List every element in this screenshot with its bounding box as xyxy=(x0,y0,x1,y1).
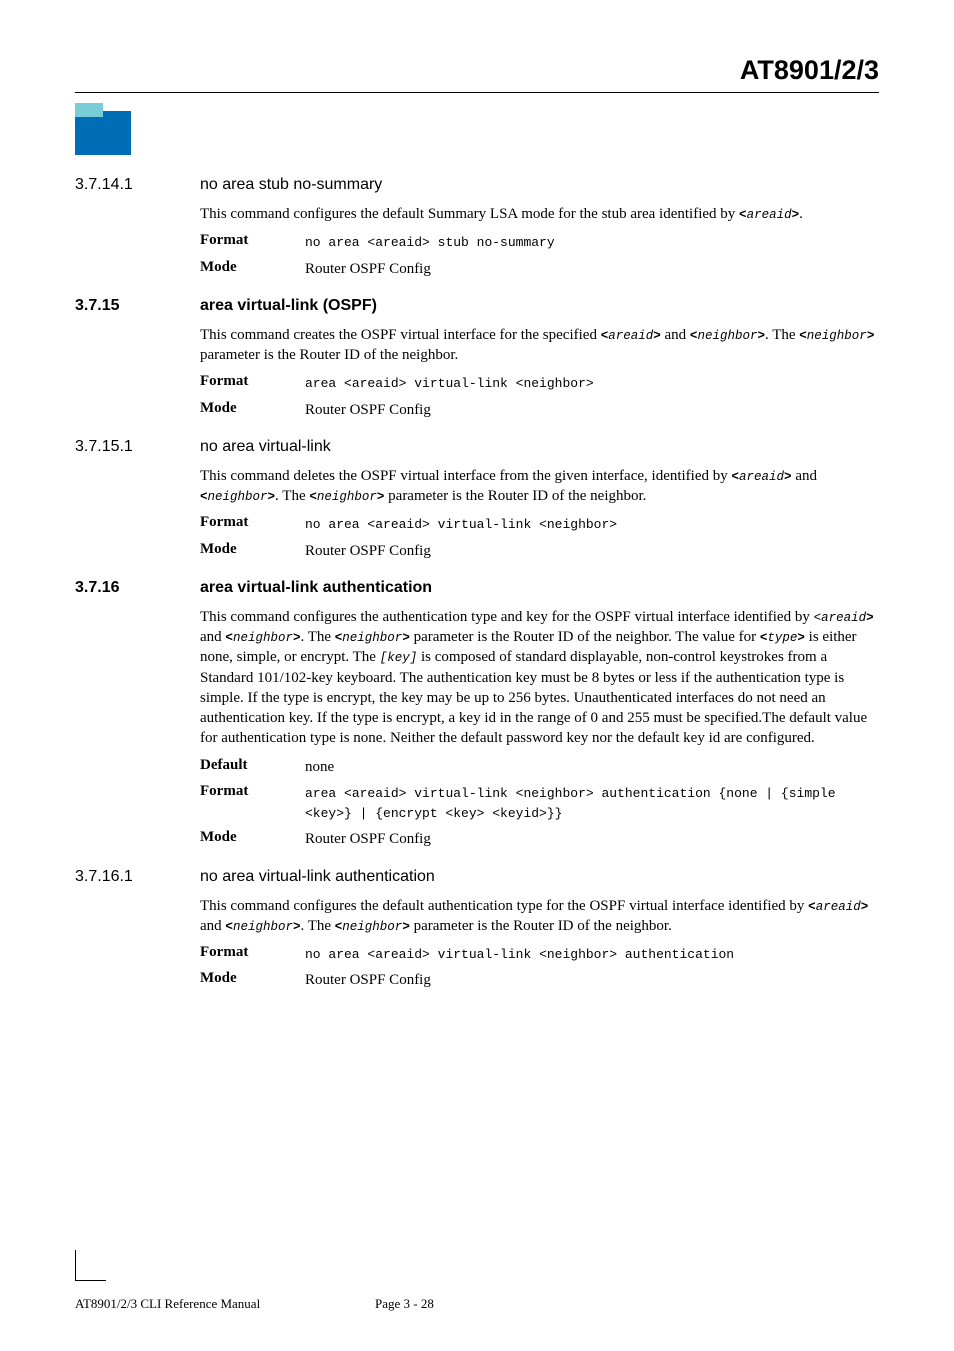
section-title: no area virtual-link authentication xyxy=(200,868,435,886)
section-title: area virtual-link (OSPF) xyxy=(200,297,377,315)
kv-key: Mode xyxy=(200,829,305,849)
kv-row: Formatno area <areaid> virtual-link <nei… xyxy=(200,514,879,534)
kv-key: Mode xyxy=(200,970,305,990)
kv-row: Formatno area <areaid> virtual-link <nei… xyxy=(200,944,879,964)
kv-value: none xyxy=(305,757,334,777)
kv-row: ModeRouter OSPF Config xyxy=(200,259,879,279)
kv-row: ModeRouter OSPF Config xyxy=(200,541,879,561)
section-heading: 3.7.15.1no area virtual-link xyxy=(75,438,879,456)
section-number: 3.7.14.1 xyxy=(75,176,200,194)
kv-key: Default xyxy=(200,757,305,777)
kv-value: area <areaid> virtual-link <neighbor> xyxy=(305,373,594,393)
kv-key: Format xyxy=(200,514,305,534)
kv-key: Format xyxy=(200,944,305,964)
section-body: This command configures the default auth… xyxy=(200,896,879,991)
section-body: This command configures the default Summ… xyxy=(200,204,879,279)
section-paragraph: This command configures the default auth… xyxy=(200,896,879,937)
section-body: This command configures the authenticati… xyxy=(200,607,879,850)
section-body: This command deletes the OSPF virtual in… xyxy=(200,466,879,561)
kv-row: ModeRouter OSPF Config xyxy=(200,400,879,420)
kv-key: Format xyxy=(200,783,305,824)
section-heading: 3.7.14.1no area stub no-summary xyxy=(75,176,879,194)
header: AT8901/2/3 xyxy=(75,55,879,93)
kv-value: Router OSPF Config xyxy=(305,970,431,990)
footer-page: Page 3 - 28 xyxy=(375,1296,434,1312)
section-title: area virtual-link authentication xyxy=(200,579,432,597)
section-title: no area virtual-link xyxy=(200,438,331,456)
kv-row: ModeRouter OSPF Config xyxy=(200,829,879,849)
section-paragraph: This command deletes the OSPF virtual in… xyxy=(200,466,879,507)
logo-blue-block xyxy=(75,111,131,155)
section-title: no area stub no-summary xyxy=(200,176,382,194)
footer-corner-mark xyxy=(75,1250,106,1281)
section-number: 3.7.15.1 xyxy=(75,438,200,456)
kv-row: Defaultnone xyxy=(200,757,879,777)
section-heading: 3.7.16.1no area virtual-link authenticat… xyxy=(75,868,879,886)
section-number: 3.7.16.1 xyxy=(75,868,200,886)
kv-value: area <areaid> virtual-link <neighbor> au… xyxy=(305,783,879,824)
kv-value: Router OSPF Config xyxy=(305,541,431,561)
kv-row: Formatarea <areaid> virtual-link <neighb… xyxy=(200,783,879,824)
section-paragraph: This command configures the default Summ… xyxy=(200,204,879,224)
kv-row: Formatarea <areaid> virtual-link <neighb… xyxy=(200,373,879,393)
section-paragraph: This command creates the OSPF virtual in… xyxy=(200,325,879,366)
kv-value: no area <areaid> stub no-summary xyxy=(305,232,555,252)
doc-title: AT8901/2/3 xyxy=(75,55,879,86)
kv-row: ModeRouter OSPF Config xyxy=(200,970,879,990)
kv-value: no area <areaid> virtual-link <neighbor> xyxy=(305,514,617,534)
kv-key: Format xyxy=(200,232,305,252)
footer-ref: AT8901/2/3 CLI Reference Manual xyxy=(75,1296,260,1312)
header-rule xyxy=(75,92,879,93)
kv-key: Mode xyxy=(200,541,305,561)
section-paragraph: This command configures the authenticati… xyxy=(200,607,879,749)
kv-key: Mode xyxy=(200,259,305,279)
kv-key: Mode xyxy=(200,400,305,420)
kv-row: Formatno area <areaid> stub no-summary xyxy=(200,232,879,252)
section-number: 3.7.15 xyxy=(75,297,200,315)
page-container: AT8901/2/3 3.7.14.1no area stub no-summa… xyxy=(0,0,954,1351)
section-body: This command creates the OSPF virtual in… xyxy=(200,325,879,420)
section-number: 3.7.16 xyxy=(75,579,200,597)
kv-value: no area <areaid> virtual-link <neighbor>… xyxy=(305,944,734,964)
kv-key: Format xyxy=(200,373,305,393)
logo-accent xyxy=(75,103,879,168)
section-heading: 3.7.15area virtual-link (OSPF) xyxy=(75,297,879,315)
kv-value: Router OSPF Config xyxy=(305,259,431,279)
logo-cyan-block xyxy=(75,103,103,117)
section-heading: 3.7.16area virtual-link authentication xyxy=(75,579,879,597)
kv-value: Router OSPF Config xyxy=(305,400,431,420)
sections-container: 3.7.14.1no area stub no-summary This comm… xyxy=(75,176,879,991)
kv-value: Router OSPF Config xyxy=(305,829,431,849)
